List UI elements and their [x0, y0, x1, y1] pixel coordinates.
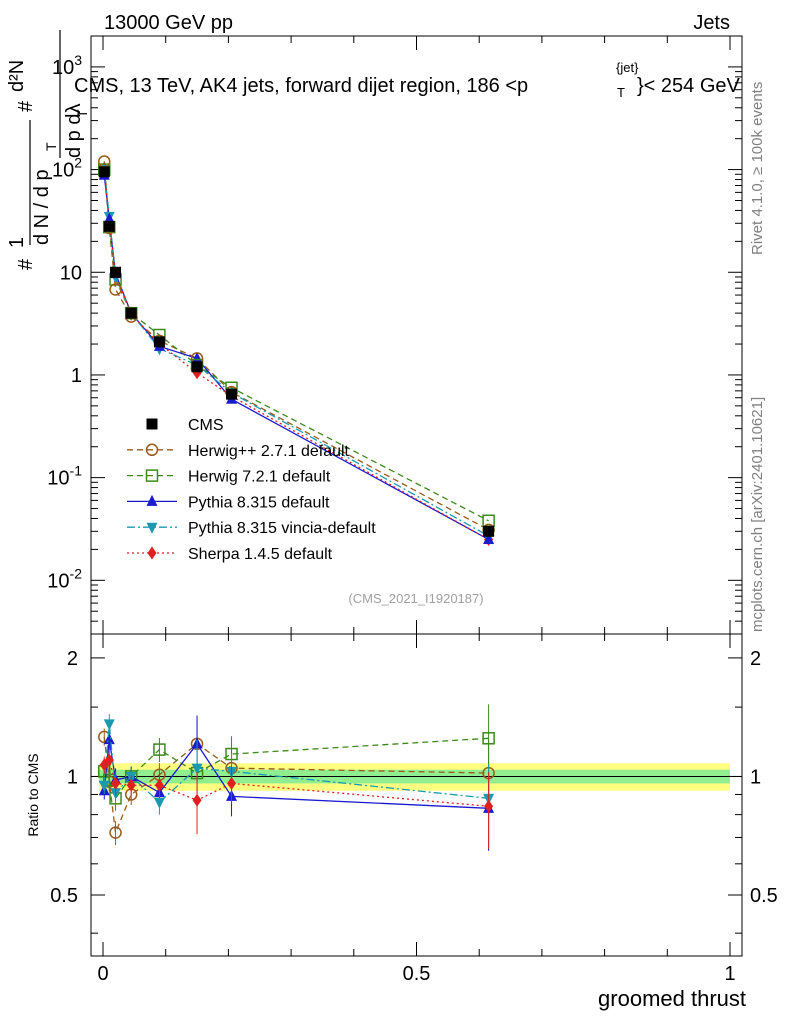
legend-entry: Herwig 7.2.1 default — [127, 469, 331, 486]
y-label-one: 1 — [6, 237, 28, 248]
analysis-watermark: (CMS_2021_I1920187) — [348, 591, 483, 606]
ratio-uncertainty-band — [91, 763, 742, 791]
legend-entry: Sherpa 1.4.5 default — [127, 546, 333, 563]
main-panel-frame — [90, 35, 743, 635]
ratio-series-line — [103, 739, 489, 809]
data-point — [103, 212, 115, 224]
legend-label: CMS — [188, 417, 224, 434]
data-point — [109, 283, 122, 296]
data-point — [226, 388, 238, 400]
ratio-data-point — [98, 780, 110, 792]
ratio-y-tick-label-left: 1 — [67, 766, 78, 788]
y-axis-label-top: # 1 d N / d p T # d²N d p dλ T — [6, 30, 90, 270]
y-label-hash-1: # — [15, 258, 37, 270]
x-axis-label: groomed thrust — [598, 986, 746, 1011]
y-tick-label: 10 — [60, 262, 82, 284]
y-tick-label: 1 — [71, 365, 82, 387]
x-tick-label: 0.5 — [403, 963, 431, 985]
legend-marker — [146, 522, 158, 534]
axes-ticks: 0 0.5 1 10-2 10-1 1 10 102 103 0.5 0.5 1 1 2 2 — [47, 35, 778, 985]
header-right: Jets — [693, 12, 730, 34]
ratio-y-tick-label-left: 0.5 — [50, 885, 78, 907]
legend-marker — [146, 494, 158, 506]
plot-title: CMS, 13 TeV, AK4 jets, forward dijet reg… — [74, 60, 741, 100]
ratio-data-point — [153, 743, 166, 756]
y-label-T-2: T — [74, 109, 90, 118]
ratio-data-point — [103, 719, 115, 731]
series-5 — [103, 168, 489, 541]
series-points — [98, 168, 495, 544]
ratio-data-point — [111, 776, 121, 790]
legend-entry: Pythia 8.315 vincia-default — [127, 520, 376, 537]
legend-marker — [145, 443, 159, 457]
legend-entry: CMS — [146, 417, 224, 434]
y-tick-label: 103 — [52, 52, 82, 79]
ratio-data-point — [191, 763, 203, 775]
title-subscript: T — [617, 85, 625, 100]
ratio-data-point — [109, 826, 122, 839]
data-point — [153, 336, 165, 348]
y-tick-label: 10-1 — [47, 463, 82, 490]
data-point — [483, 532, 495, 544]
ratio-series-4 — [99, 750, 494, 849]
ratio-data-point — [103, 733, 115, 745]
y-label-hash-2: # — [15, 100, 37, 112]
ratio-y-label: Ratio to CMS — [25, 753, 41, 836]
legend-marker — [146, 418, 158, 430]
legend-entry: Pythia 8.315 default — [127, 494, 330, 511]
data-point — [191, 361, 203, 373]
legend-label: Herwig 7.2.1 default — [188, 469, 331, 486]
ratio-y-tick-label-right: 2 — [750, 648, 761, 670]
legend-marker — [147, 546, 157, 560]
ratio-series-layer — [98, 704, 495, 851]
y-label-T-1: T — [43, 142, 59, 151]
legend-marker — [145, 469, 159, 482]
series-points — [98, 166, 495, 537]
data-point — [103, 220, 115, 232]
data-point — [98, 166, 110, 178]
data-point — [483, 525, 495, 537]
y-label-d2N: d²N — [6, 60, 28, 92]
ratio-data-point — [104, 753, 114, 767]
legend-label: Pythia 8.315 vincia-default — [188, 520, 376, 537]
y-tick-label: 102 — [52, 155, 82, 182]
ratio-data-point — [126, 778, 136, 792]
series-line — [103, 168, 489, 541]
ratio-panel-frame — [90, 633, 743, 957]
header-left: 13000 GeV pp — [104, 12, 233, 34]
ratio-data-point — [192, 793, 202, 807]
ratio-series-line — [103, 723, 489, 804]
ratio-y-tick-label-left: 2 — [67, 648, 78, 670]
ratio-data-point — [154, 778, 164, 792]
data-point — [110, 266, 122, 278]
ratio-y-tick-label-right: 1 — [750, 766, 761, 788]
series-points — [98, 165, 495, 543]
mcplots-side-label: mcplots.cern.ch [arXiv:2401.10621] — [749, 397, 766, 632]
legend-entry: Herwig++ 2.7.1 default — [127, 443, 350, 460]
legend-label: Sherpa 1.4.5 default — [188, 546, 333, 563]
title-end: }< 254 GeV — [637, 75, 741, 97]
legend-label: Pythia 8.315 default — [188, 494, 330, 511]
title-main: CMS, 13 TeV, AK4 jets, forward dijet reg… — [74, 75, 528, 97]
title-superscript: {jet} — [616, 60, 639, 75]
legend: CMS Herwig++ 2.7.1 default Herwig 7.2.1 de… — [127, 417, 376, 563]
data-point — [125, 307, 137, 319]
y-tick-label: 10-2 — [47, 565, 82, 592]
rivet-side-label: Rivet 4.1.0, ≥ 100k events — [749, 82, 766, 255]
legend-label: Herwig++ 2.7.1 default — [188, 443, 350, 460]
x-tick-label: 1 — [724, 963, 735, 985]
y-label-dpT-dlambda: d p dλ — [63, 104, 85, 158]
ratio-data-point — [482, 732, 495, 745]
ratio-data-point — [227, 776, 237, 790]
x-tick-label: 0 — [97, 963, 108, 985]
y-label-dN-dpT: d N / d p — [31, 169, 53, 245]
series-layer — [98, 155, 495, 546]
ratio-data-point — [153, 797, 165, 809]
ratio-y-tick-label-right: 0.5 — [750, 885, 778, 907]
ratio-data-point — [484, 799, 494, 813]
